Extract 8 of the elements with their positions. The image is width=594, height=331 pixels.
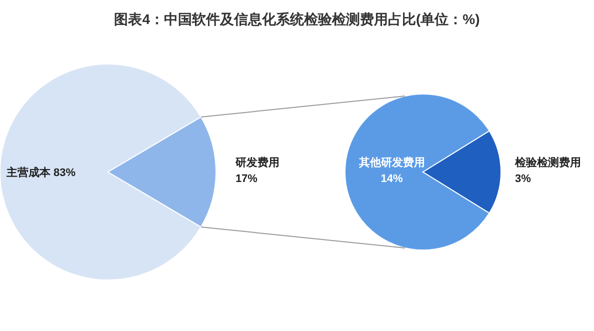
- slice-label: 其他研发费用: [358, 156, 425, 169]
- data-label: 14%: [380, 173, 404, 185]
- data-label: 17%: [235, 173, 258, 185]
- slice-label: 研发费用: [234, 156, 280, 169]
- slice-label: 主营成本 83%: [6, 166, 76, 179]
- data-label: 3%: [515, 173, 532, 185]
- chart-title: 图表4：中国软件及信息化系统检验检测费用占比(单位：%): [114, 11, 480, 27]
- slice-label: 检验检测费用: [514, 156, 582, 169]
